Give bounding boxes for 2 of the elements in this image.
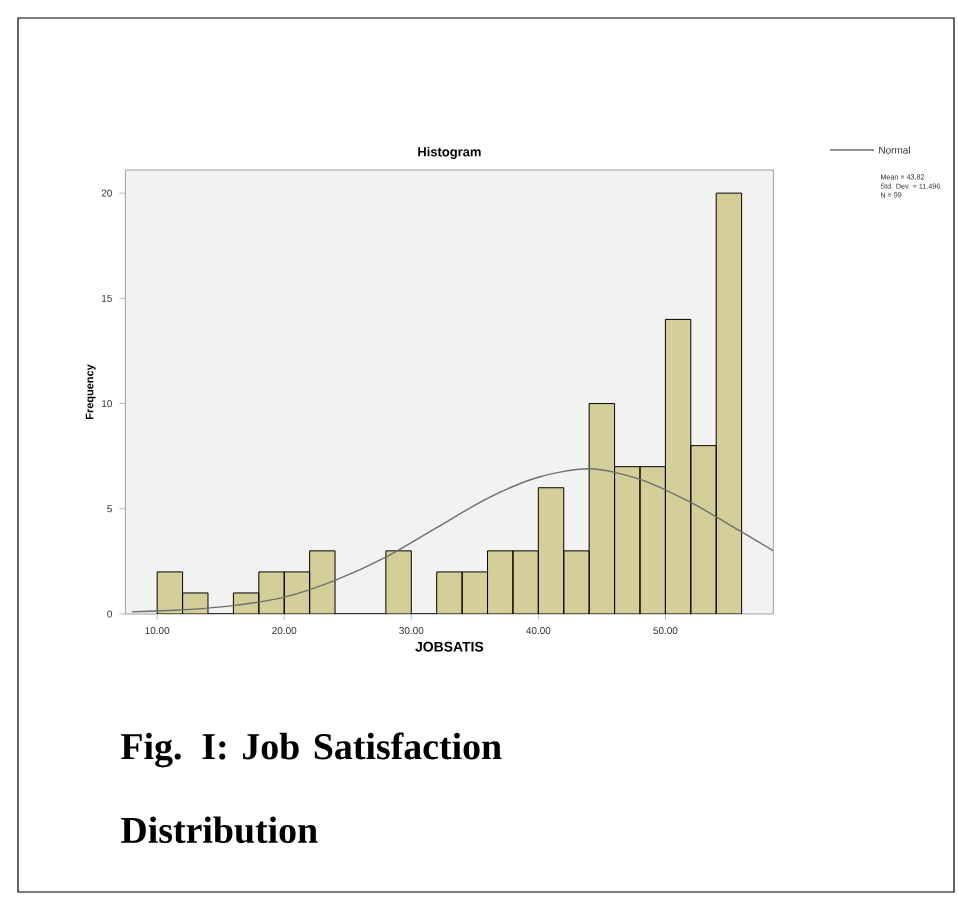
text: Fig. I: Job Satisfaction Distribution: [121, 732, 502, 844]
line-series: [131, 468, 774, 613]
